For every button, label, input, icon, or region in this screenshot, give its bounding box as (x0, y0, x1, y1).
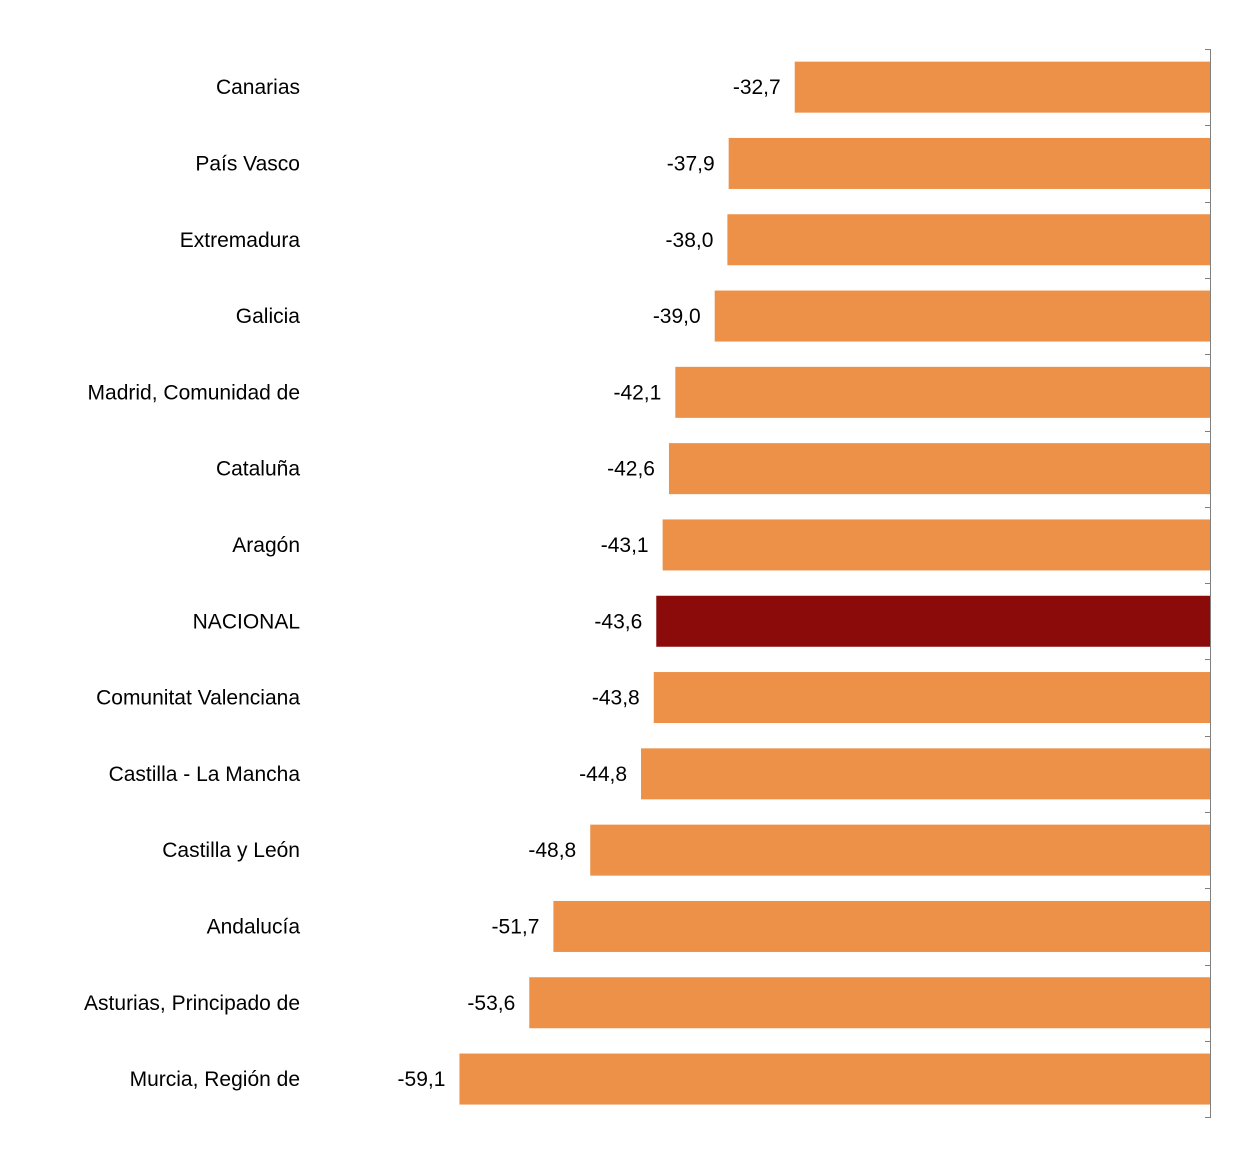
category-label-comunitat-valenciana: Comunitat Valenciana (96, 687, 300, 710)
bar-galicia (714, 290, 1210, 342)
bar-castilla-y-leon (590, 824, 1210, 876)
value-label-pais-vasco: -37,9 (667, 152, 715, 175)
category-label-madrid-comunidad-de: Madrid, Comunidad de (88, 381, 300, 404)
value-label-canarias: -32,7 (733, 76, 781, 99)
value-label-nacional: -43,6 (594, 610, 642, 633)
labels-layer: Canarias -32,7 País Vasco -37,9 Extremadura -… (84, 76, 781, 1091)
bar-madrid-comunidad-de (675, 366, 1210, 418)
bar-extremadura (727, 214, 1210, 266)
category-label-andalucia: Andalucía (207, 915, 301, 938)
category-label-extremadura: Extremadura (180, 229, 301, 252)
value-label-galicia: -39,0 (653, 305, 701, 328)
value-label-extremadura: -38,0 (666, 229, 714, 252)
category-label-castilla-y-leon: Castilla y León (162, 839, 300, 862)
category-label-cataluna: Cataluña (216, 458, 300, 481)
category-label-pais-vasco: País Vasco (195, 152, 300, 175)
bar-castilla-la-mancha (641, 748, 1210, 800)
category-label-nacional: NACIONAL (193, 610, 300, 633)
category-label-galicia: Galicia (236, 305, 301, 328)
value-label-castilla-y-leon: -48,8 (528, 839, 576, 862)
value-label-andalucia: -51,7 (492, 915, 540, 938)
category-label-murcia-region-de: Murcia, Región de (130, 1068, 300, 1091)
value-label-madrid-comunidad-de: -42,1 (613, 381, 661, 404)
value-label-asturias-principado-de: -53,6 (467, 992, 515, 1015)
value-axis (1205, 49, 1211, 1118)
category-label-castilla-la-mancha: Castilla - La Mancha (109, 763, 301, 786)
bar-andalucia (553, 900, 1210, 952)
bar-aragon (662, 519, 1210, 571)
value-label-murcia-region-de: -59,1 (398, 1068, 446, 1091)
bar-nacional (656, 595, 1210, 647)
category-label-aragon: Aragón (232, 534, 300, 557)
category-label-canarias: Canarias (216, 76, 300, 99)
value-label-aragon: -43,1 (601, 534, 649, 557)
bar-asturias-principado-de (529, 977, 1210, 1029)
bar-canarias (794, 61, 1210, 113)
bar-murcia-region-de (459, 1053, 1210, 1105)
value-label-comunitat-valenciana: -43,8 (592, 687, 640, 710)
value-label-cataluna: -42,6 (607, 458, 655, 481)
bar-comunitat-valenciana (653, 672, 1210, 724)
bars-layer (459, 61, 1210, 1105)
bar-cataluna (668, 443, 1210, 495)
bar-pais-vasco (728, 137, 1210, 189)
category-label-asturias-principado-de: Asturias, Principado de (84, 992, 300, 1015)
value-label-castilla-la-mancha: -44,8 (579, 763, 627, 786)
